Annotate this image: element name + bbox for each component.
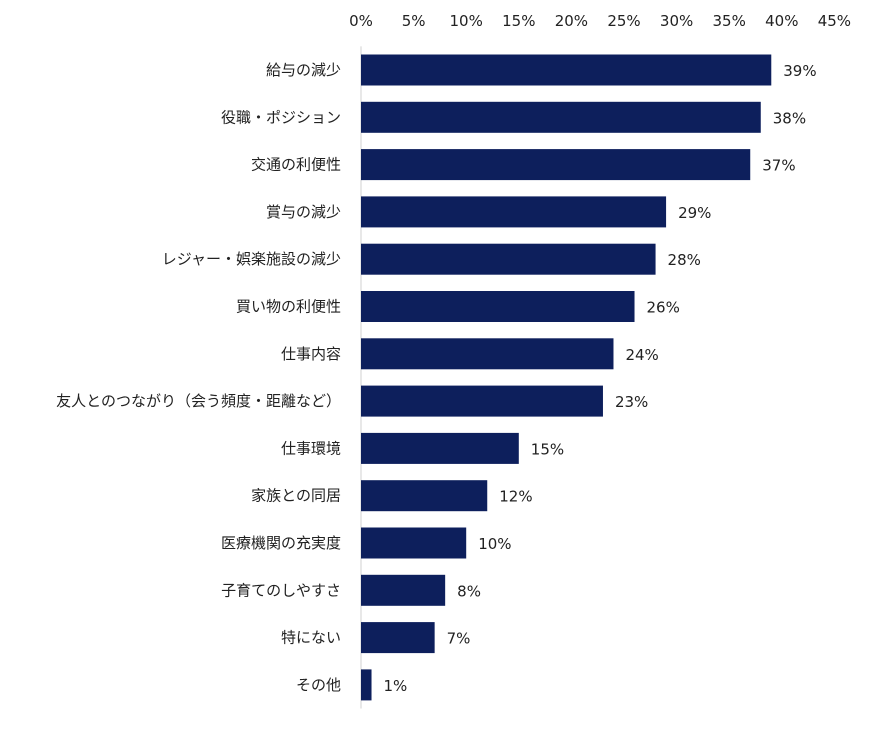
value-label: 8% xyxy=(457,582,481,600)
bar xyxy=(361,480,488,512)
bar xyxy=(361,101,761,133)
x-tick-label: 15% xyxy=(502,12,535,30)
x-tick-label: 10% xyxy=(450,12,483,30)
value-label: 38% xyxy=(773,109,806,127)
bar xyxy=(361,432,519,464)
category-label: 役職・ポジション xyxy=(221,108,341,126)
value-label: 23% xyxy=(615,393,648,411)
value-label: 7% xyxy=(447,630,471,648)
value-label: 24% xyxy=(625,346,658,364)
category-label: 家族との同居 xyxy=(251,487,341,505)
bar xyxy=(361,574,446,606)
x-tick-label: 5% xyxy=(402,12,426,30)
category-label: 仕事内容 xyxy=(281,345,341,363)
category-label: 交通の利便性 xyxy=(251,156,341,174)
value-label: 37% xyxy=(762,157,795,175)
category-label: 仕事環境 xyxy=(281,439,341,457)
bar xyxy=(361,291,635,322)
x-tick-label: 35% xyxy=(713,12,746,30)
category-label: 賞与の減少 xyxy=(266,203,341,221)
x-tick-label: 30% xyxy=(660,12,693,30)
category-labels: 給与の減少役職・ポジション交通の利便性賞与の減少レジャー・娯楽施設の減少買い物の… xyxy=(56,61,341,694)
x-axis-ticks: 0% 5% 10% 15% 20% 25% 30% 35% 40% 45% xyxy=(349,12,851,30)
category-label: 友人とのつながり（会う頻度・距離など） xyxy=(56,392,341,410)
value-label: 39% xyxy=(783,62,816,80)
value-label: 26% xyxy=(647,299,680,317)
category-label: 買い物の利便性 xyxy=(236,298,341,316)
category-label: 特にない xyxy=(281,629,341,647)
x-tick-label: 45% xyxy=(818,12,851,30)
x-tick-label: 0% xyxy=(349,12,373,30)
category-label: レジャー・娯楽施設の減少 xyxy=(162,250,341,268)
bar xyxy=(361,196,667,228)
bar xyxy=(361,54,772,86)
bar xyxy=(361,149,751,181)
bar xyxy=(361,622,435,654)
value-label: 15% xyxy=(531,440,564,458)
bar xyxy=(361,669,372,701)
category-label: 医療機関の充実度 xyxy=(221,534,341,552)
category-label: 給与の減少 xyxy=(266,61,341,79)
value-label: 10% xyxy=(478,535,511,553)
category-label: その他 xyxy=(296,676,341,694)
bar xyxy=(361,385,603,417)
x-tick-label: 40% xyxy=(765,12,798,30)
value-label: 1% xyxy=(384,677,408,695)
x-tick-label: 25% xyxy=(607,12,640,30)
bar xyxy=(361,338,614,370)
bars xyxy=(361,54,772,701)
bar xyxy=(361,243,656,275)
x-tick-label: 20% xyxy=(555,12,588,30)
value-label: 28% xyxy=(668,251,701,269)
value-label: 29% xyxy=(678,204,711,222)
value-label: 12% xyxy=(499,488,532,506)
category-label: 子育てのしやすさ xyxy=(221,581,341,599)
value-labels: 39% 38% 37% 29% 28% 26% 24% 23% 15% 12% 10% 8% 7% 1% xyxy=(384,62,817,695)
bar xyxy=(361,527,467,559)
